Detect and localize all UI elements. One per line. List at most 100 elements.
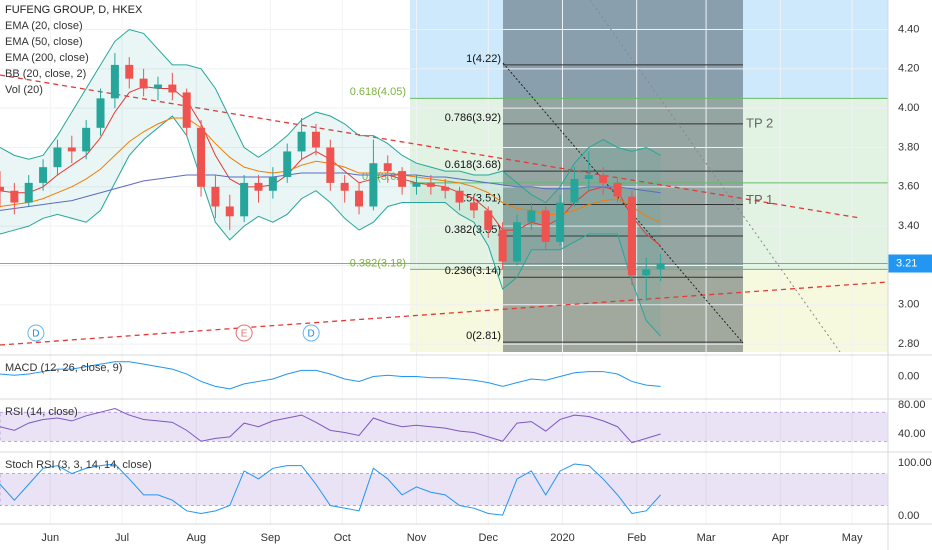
range-box — [503, 0, 743, 352]
candle-body — [24, 182, 33, 203]
pane-band — [0, 411, 889, 442]
candle-body — [584, 175, 593, 179]
y-tick-label: 40.00 — [898, 428, 926, 440]
candle-body — [96, 98, 105, 128]
candle-body — [340, 182, 349, 191]
target-label: TP 1 — [746, 192, 773, 207]
x-tick-label: Dec — [478, 532, 498, 544]
zone-blue — [410, 0, 888, 99]
event-marker — [235, 324, 253, 342]
x-tick-label: Apr — [772, 532, 789, 544]
candle-body — [642, 269, 651, 276]
candle-body — [0, 186, 4, 191]
candle-body — [570, 178, 579, 203]
y-tick-label: 80.00 — [898, 399, 926, 411]
candle-body — [556, 202, 565, 242]
candle-body — [240, 182, 249, 217]
candle-body — [383, 163, 392, 172]
stoch-line — [0, 463, 661, 516]
trendline — [589, 0, 841, 353]
pane-title: Stoch RSI (3, 3, 14, 14, close) — [5, 459, 152, 471]
event-label: D — [32, 329, 39, 340]
x-tick-label: Mar — [697, 532, 716, 544]
fib2-label: 0.618(4.05) — [350, 86, 406, 98]
rsi-line — [0, 408, 661, 444]
pane-title: MACD (12, 26, close, 9) — [5, 362, 122, 374]
fib-label: 0.786(3.92) — [445, 112, 501, 124]
candle-body — [39, 167, 48, 183]
candle-body — [656, 263, 665, 270]
candle-body — [527, 210, 536, 223]
candle-body — [268, 176, 277, 191]
pane-band — [0, 473, 889, 506]
y-tick-label: 4.20 — [898, 63, 919, 75]
x-tick-label: Jul — [115, 532, 129, 544]
fib-label: 0.236(3.14) — [445, 265, 501, 277]
y-tick-label: 3.40 — [898, 220, 919, 232]
fib-label: 1(4.22) — [466, 53, 501, 65]
candle-body — [613, 182, 622, 197]
y-tick-label: 0.00 — [898, 510, 919, 522]
candle-body — [211, 186, 220, 207]
candle-body — [426, 182, 435, 187]
y-tick-label: 3.80 — [898, 141, 919, 153]
legend-entry: Vol (20) — [5, 84, 43, 96]
y-tick-label: 2.80 — [898, 338, 919, 350]
event-marker — [302, 324, 320, 342]
pane-title: RSI (14, close) — [5, 406, 78, 418]
candle-body — [283, 151, 292, 177]
band-upper — [0, 28, 661, 204]
candle-body — [197, 127, 206, 187]
candle-body — [182, 92, 191, 128]
candle-body — [297, 131, 306, 152]
legend-entry: FUFENG GROUP, D, HKEX — [5, 4, 143, 16]
candle-body — [355, 190, 364, 207]
trendline — [0, 74, 861, 219]
candle-body — [369, 163, 378, 207]
candle-body — [53, 147, 62, 168]
x-tick-label: Jun — [41, 532, 59, 544]
x-tick-label: May — [842, 532, 863, 544]
candle-body — [67, 147, 76, 152]
y-tick-label: 4.40 — [898, 23, 919, 35]
target-label: TP 2 — [746, 115, 773, 130]
candle-body — [254, 182, 263, 191]
candle-body — [311, 131, 320, 148]
fib-label: 0.5(3.51) — [457, 192, 501, 204]
candle-body — [441, 186, 450, 191]
candle-body — [139, 78, 148, 89]
candle-body — [627, 196, 636, 276]
x-tick-label: Sep — [261, 532, 281, 544]
candle-body — [541, 210, 550, 242]
candle-body — [125, 64, 134, 79]
candle-body — [10, 190, 19, 203]
candle-body — [110, 64, 119, 99]
band-lower — [0, 115, 661, 337]
candle-body — [82, 127, 91, 152]
fib-label: 0(2.81) — [466, 330, 501, 342]
x-tick-label: Feb — [627, 532, 646, 544]
y-tick-label: 100.00 — [898, 457, 932, 469]
last-price-box — [888, 254, 932, 273]
candle-body — [398, 171, 407, 187]
trendline — [502, 62, 744, 344]
legend-entry: EMA (200, close) — [5, 52, 89, 64]
candle-body — [153, 84, 162, 89]
legend-entry: EMA (20, close) — [5, 20, 83, 32]
candle-body — [168, 84, 177, 93]
legend-entry: EMA (50, close) — [5, 36, 83, 48]
y-tick-label: 4.00 — [898, 102, 919, 114]
candle-body — [455, 190, 464, 203]
zone-green — [410, 98, 888, 270]
candle-body — [225, 206, 234, 217]
last-price-label: 3.21 — [896, 257, 917, 269]
candle-body — [326, 147, 335, 183]
event-marker — [27, 324, 45, 342]
candle-body — [484, 210, 493, 231]
candle-body — [498, 230, 507, 262]
candle-body — [513, 222, 522, 262]
candle-body — [469, 202, 478, 211]
x-tick-label: Nov — [407, 532, 427, 544]
